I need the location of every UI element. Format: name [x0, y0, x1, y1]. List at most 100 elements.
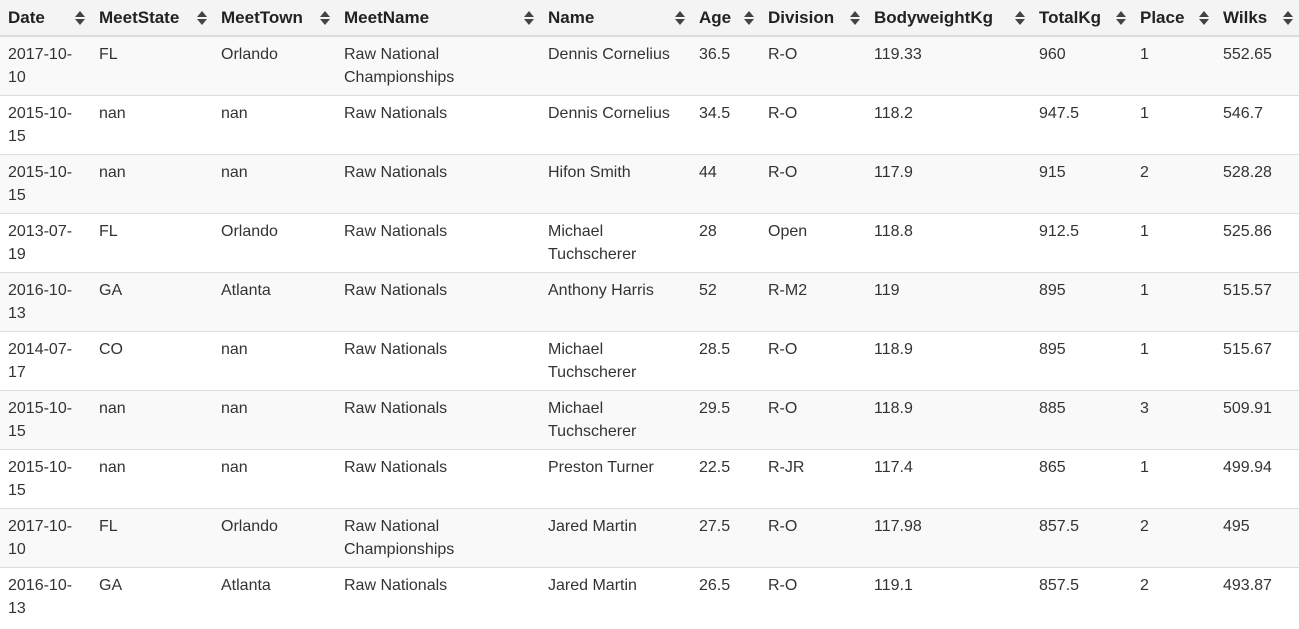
cell-age: 36.5 — [691, 35, 760, 95]
cell-place: 1 — [1132, 212, 1215, 272]
column-header-wilks[interactable]: Wilks — [1215, 0, 1299, 37]
cell-name: Hifon Smith — [540, 153, 691, 213]
cell-meetname: Raw Nationals — [336, 153, 540, 213]
table-row: 2015-10-15 nan nan Raw Nationals Michael… — [0, 389, 1299, 449]
cell-name: Jared Martin — [540, 507, 691, 567]
cell-age: 28 — [691, 212, 760, 272]
cell-date: 2017-10-10 — [0, 507, 91, 567]
table-row: 2017-10-10 FL Orlando Raw National Champ… — [0, 507, 1299, 567]
cell-place: 1 — [1132, 35, 1215, 95]
cell-division: R-O — [760, 94, 866, 154]
cell-name: Preston Turner — [540, 448, 691, 508]
cell-age: 26.5 — [691, 566, 760, 626]
cell-name: Michael Tuchscherer — [540, 212, 691, 272]
column-header-bodyweightkg[interactable]: BodyweightKg — [866, 0, 1031, 37]
sort-icon[interactable] — [320, 10, 330, 25]
column-header-division[interactable]: Division — [760, 0, 866, 37]
cell-name: Michael Tuchscherer — [540, 330, 691, 390]
cell-bodyweightkg: 118.8 — [866, 212, 1031, 272]
cell-place: 1 — [1132, 330, 1215, 390]
column-header-meetname[interactable]: MeetName — [336, 0, 540, 37]
cell-date: 2013-07-19 — [0, 212, 91, 272]
cell-meetstate: GA — [91, 566, 213, 626]
sort-icon[interactable] — [197, 10, 207, 25]
cell-name: Dennis Cornelius — [540, 35, 691, 95]
column-header-label: TotalKg — [1039, 7, 1102, 27]
cell-age: 34.5 — [691, 94, 760, 154]
cell-meetname: Raw National Championships — [336, 507, 540, 567]
cell-age: 44 — [691, 153, 760, 213]
cell-meetstate: nan — [91, 448, 213, 508]
cell-meettown: Orlando — [213, 212, 336, 272]
cell-meettown: nan — [213, 153, 336, 213]
cell-totalkg: 912.5 — [1031, 212, 1132, 272]
column-header-place[interactable]: Place — [1132, 0, 1215, 37]
table-row: 2016-10-13 GA Atlanta Raw Nationals Anth… — [0, 271, 1299, 331]
cell-wilks: 515.57 — [1215, 271, 1299, 331]
column-header-label: Place — [1140, 7, 1185, 27]
cell-wilks: 493.87 — [1215, 566, 1299, 626]
cell-meetname: Raw Nationals — [336, 94, 540, 154]
sort-icon[interactable] — [675, 10, 685, 25]
sort-icon[interactable] — [1015, 10, 1025, 25]
cell-bodyweightkg: 119.33 — [866, 35, 1031, 95]
sort-icon[interactable] — [1199, 10, 1209, 25]
cell-place: 1 — [1132, 94, 1215, 154]
cell-meettown: nan — [213, 94, 336, 154]
cell-totalkg: 895 — [1031, 271, 1132, 331]
cell-wilks: 499.94 — [1215, 448, 1299, 508]
cell-age: 52 — [691, 271, 760, 331]
cell-meetname: Raw Nationals — [336, 448, 540, 508]
cell-meettown: nan — [213, 448, 336, 508]
cell-meetname: Raw Nationals — [336, 271, 540, 331]
cell-division: R-O — [760, 153, 866, 213]
sort-icon[interactable] — [744, 10, 754, 25]
cell-place: 2 — [1132, 153, 1215, 213]
sort-icon[interactable] — [1283, 10, 1293, 25]
cell-division: R-O — [760, 35, 866, 95]
column-header-age[interactable]: Age — [691, 0, 760, 37]
cell-date: 2016-10-13 — [0, 271, 91, 331]
column-header-date[interactable]: Date — [0, 0, 91, 37]
sort-icon[interactable] — [850, 10, 860, 25]
table-row: 2016-10-13 GA Atlanta Raw Nationals Jare… — [0, 566, 1299, 626]
cell-meettown: Atlanta — [213, 566, 336, 626]
cell-meettown: Orlando — [213, 35, 336, 95]
cell-age: 27.5 — [691, 507, 760, 567]
sort-icon[interactable] — [75, 10, 85, 25]
cell-division: R-JR — [760, 448, 866, 508]
cell-meettown: Atlanta — [213, 271, 336, 331]
cell-place: 1 — [1132, 448, 1215, 508]
column-header-meetstate[interactable]: MeetState — [91, 0, 213, 37]
cell-wilks: 525.86 — [1215, 212, 1299, 272]
cell-bodyweightkg: 117.98 — [866, 507, 1031, 567]
cell-name: Jared Martin — [540, 566, 691, 626]
sort-icon[interactable] — [1116, 10, 1126, 25]
cell-division: R-O — [760, 330, 866, 390]
column-header-name[interactable]: Name — [540, 0, 691, 37]
cell-totalkg: 915 — [1031, 153, 1132, 213]
column-header-label: Date — [8, 7, 45, 27]
cell-bodyweightkg: 118.9 — [866, 389, 1031, 449]
cell-bodyweightkg: 118.2 — [866, 94, 1031, 154]
sort-icon[interactable] — [524, 10, 534, 25]
column-header-label: Age — [699, 7, 732, 27]
column-header-label: MeetTown — [221, 7, 303, 27]
cell-totalkg: 895 — [1031, 330, 1132, 390]
cell-division: R-O — [760, 507, 866, 567]
cell-date: 2014-07-17 — [0, 330, 91, 390]
cell-place: 1 — [1132, 271, 1215, 331]
cell-place: 3 — [1132, 389, 1215, 449]
cell-bodyweightkg: 117.9 — [866, 153, 1031, 213]
cell-meetstate: nan — [91, 153, 213, 213]
column-header-label: Wilks — [1223, 7, 1268, 27]
cell-meetstate: nan — [91, 389, 213, 449]
column-header-meettown[interactable]: MeetTown — [213, 0, 336, 37]
table-row: 2015-10-15 nan nan Raw Nationals Dennis … — [0, 94, 1299, 154]
column-header-label: Name — [548, 7, 595, 27]
column-header-label: BodyweightKg — [874, 7, 993, 27]
cell-name: Dennis Cornelius — [540, 94, 691, 154]
column-header-totalkg[interactable]: TotalKg — [1031, 0, 1132, 37]
cell-division: R-O — [760, 566, 866, 626]
